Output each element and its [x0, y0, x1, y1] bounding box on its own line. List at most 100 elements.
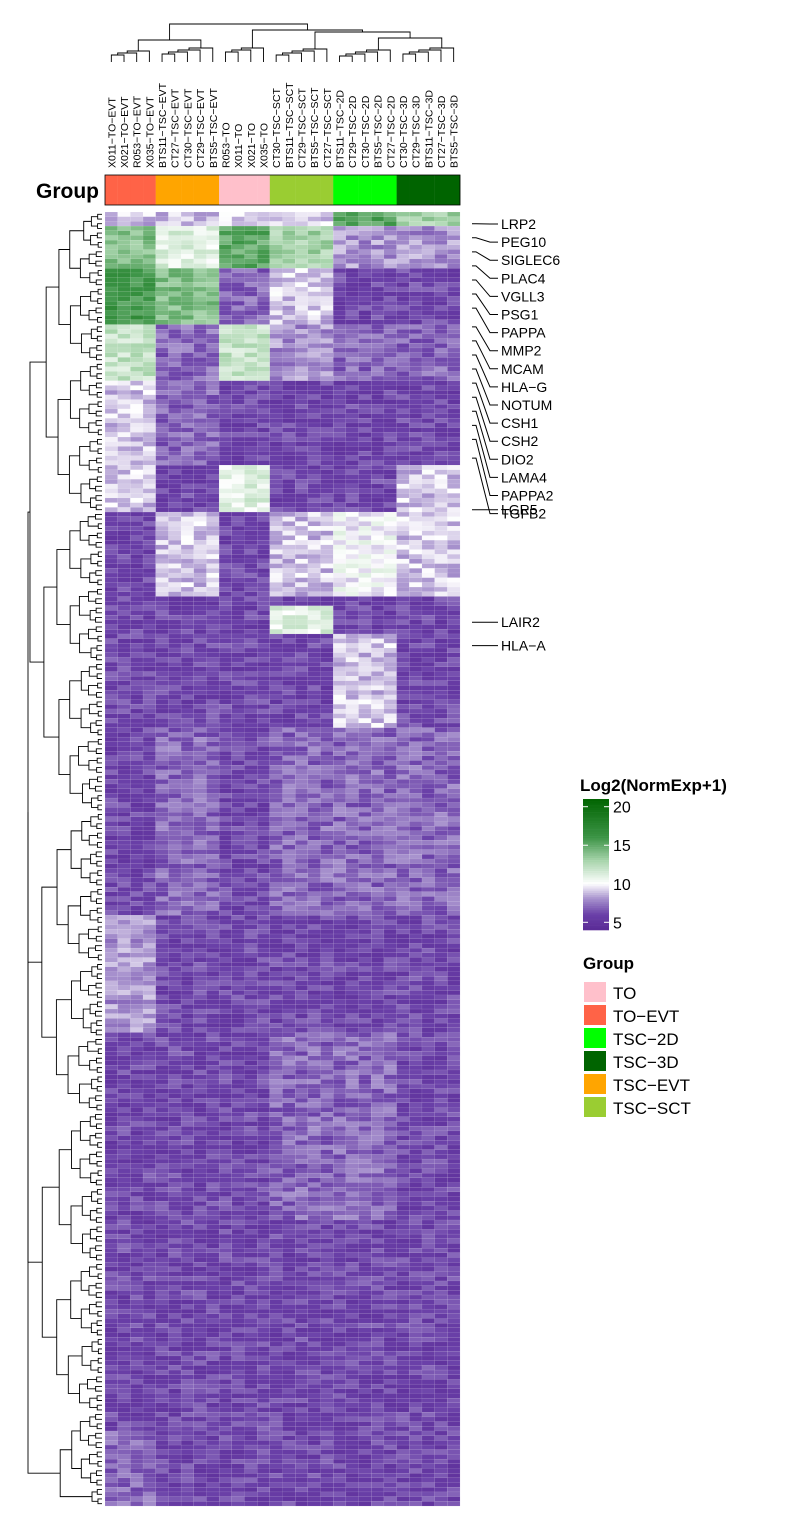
heatmap-cell: [117, 980, 131, 986]
heatmap-cell: [244, 338, 258, 344]
heatmap-cell: [206, 385, 220, 391]
heatmap-cell: [320, 647, 334, 653]
heatmap-cell: [333, 300, 347, 306]
heatmap-cell: [345, 816, 359, 822]
heatmap-cell: [193, 427, 207, 433]
heatmap-cell: [371, 713, 385, 719]
heatmap-cell: [168, 807, 182, 813]
heatmap-cell: [193, 624, 207, 630]
heatmap-cell: [168, 629, 182, 635]
heatmap-cell: [244, 544, 258, 550]
heatmap-cell: [193, 277, 207, 283]
heatmap-cell: [256, 971, 271, 977]
heatmap-cell: [307, 605, 321, 611]
heatmap-cell: [333, 230, 347, 236]
heatmap-cell: [256, 680, 271, 686]
heatmap-cell: [155, 690, 169, 696]
heatmap-cell: [447, 746, 461, 752]
heatmap-cell: [180, 582, 194, 588]
heatmap-cell: [218, 591, 232, 597]
heatmap-cell: [193, 221, 207, 227]
heatmap-cell: [168, 497, 182, 503]
heatmap-cell: [345, 943, 359, 949]
heatmap-cell: [117, 901, 131, 907]
heatmap-cell: [371, 572, 385, 578]
heatmap-cell: [218, 296, 232, 302]
heatmap-cell: [117, 572, 131, 578]
heatmap-cell: [383, 961, 397, 968]
heatmap-cell: [193, 882, 207, 888]
heatmap-cell: [193, 877, 207, 883]
heatmap-cell: [333, 507, 347, 513]
heatmap-cell: [447, 835, 461, 841]
heatmap-cell: [383, 624, 397, 630]
heatmap-cell: [256, 272, 271, 278]
heatmap-cell: [117, 216, 131, 222]
heatmap-cell: [333, 718, 347, 724]
heatmap-cell: [155, 605, 169, 611]
heatmap-cell: [282, 886, 296, 893]
dendrogram-branch: [79, 520, 90, 541]
heatmap-cell: [345, 938, 359, 944]
heatmap-cell: [269, 427, 283, 433]
heatmap-cell: [256, 854, 271, 860]
heatmap-cell: [333, 535, 347, 541]
heatmap-cell: [333, 530, 347, 536]
heatmap-cell: [434, 586, 448, 592]
heatmap-cell: [295, 685, 309, 691]
heatmap-cell: [256, 919, 271, 925]
heatmap-cell: [193, 924, 207, 930]
heatmap-cell: [396, 938, 410, 944]
heatmap-cell: [447, 441, 461, 447]
heatmap-cell: [383, 558, 397, 564]
heatmap-cell: [117, 390, 131, 396]
heatmap-cell: [371, 493, 385, 499]
heatmap-cell: [244, 924, 258, 930]
heatmap-cell: [244, 596, 258, 602]
heatmap-cell: [130, 258, 144, 264]
heatmap-cell: [256, 225, 271, 231]
heatmap-cell: [371, 600, 385, 607]
heatmap-cell: [117, 910, 131, 916]
heatmap-cell: [345, 774, 359, 780]
heatmap-cell: [307, 540, 321, 546]
heatmap-cell: [383, 282, 397, 288]
heatmap-cell: [193, 610, 207, 616]
heatmap-cell: [168, 610, 182, 616]
heatmap-cell: [104, 755, 118, 761]
heatmap-cell: [193, 375, 207, 381]
heatmap-cell: [155, 793, 169, 799]
heatmap-cell: [193, 849, 207, 855]
heatmap-cell: [383, 385, 397, 391]
heatmap-cell: [345, 924, 359, 930]
heatmap-cell: [307, 596, 321, 602]
heatmap-cell: [358, 596, 372, 602]
heatmap-cell: [180, 713, 194, 719]
group-annotation-cell: [333, 175, 347, 205]
heatmap-cell: [180, 905, 194, 911]
heatmap-cell: [421, 769, 435, 775]
heatmap-cell: [117, 886, 131, 893]
heatmap-cell: [421, 441, 435, 447]
heatmap-cell: [193, 652, 207, 658]
heatmap-cell: [193, 783, 207, 789]
heatmap-cell: [358, 314, 372, 321]
heatmap-cell: [358, 872, 372, 878]
heatmap-cell: [409, 751, 423, 757]
heatmap-cell: [358, 258, 372, 264]
heatmap-cell: [447, 821, 461, 827]
heatmap-cell: [396, 666, 410, 672]
heatmap-cell: [409, 811, 423, 818]
heatmap-cell: [320, 760, 334, 766]
heatmap-cell: [333, 441, 347, 447]
heatmap-cell: [371, 432, 385, 438]
heatmap-cell: [168, 938, 182, 944]
heatmap-cell: [231, 868, 245, 874]
heatmap-cell: [168, 924, 182, 930]
column-label: X011−TO: [233, 124, 245, 168]
heatmap-cell: [371, 615, 385, 621]
heatmap-cell: [231, 741, 245, 747]
heatmap-cell: [104, 540, 118, 546]
heatmap-cell: [218, 404, 232, 410]
heatmap-cell: [358, 704, 372, 710]
